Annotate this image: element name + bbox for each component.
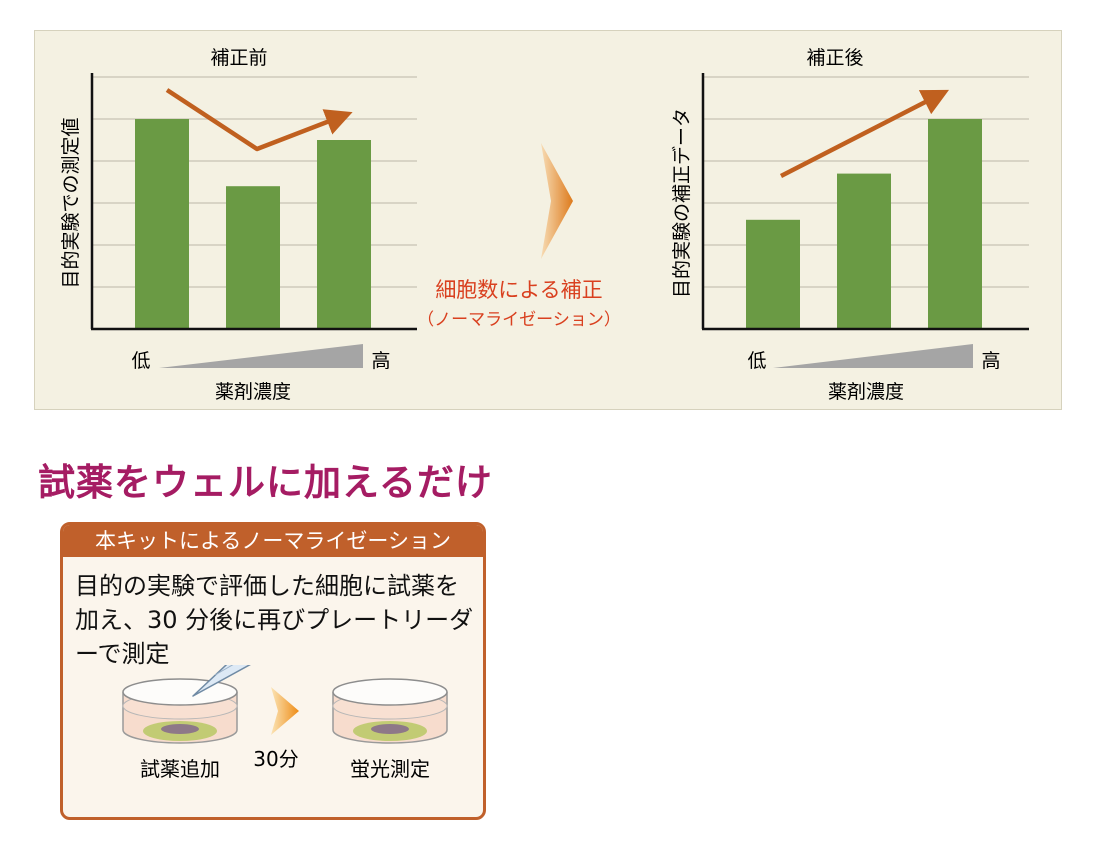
chevron-right-icon	[541, 143, 573, 259]
before-high-label: 高	[371, 350, 390, 372]
comparison-svg: 補正前 目的実験での測定値 低 高 薬剤濃度 細胞数による補正 （ノーマライゼー…	[60, 47, 1029, 403]
kit-box-title: 本キットによるノーマライゼーション	[63, 525, 483, 557]
bar	[135, 119, 189, 329]
correction-sublabel: （ノーマライゼーション）	[417, 310, 621, 330]
after-x-label: 薬剤濃度	[828, 381, 904, 403]
bar	[226, 186, 280, 329]
after-chart: 補正後 目的実験の補正データ 低 高 薬剤濃度	[671, 47, 1029, 403]
kit-box-description: 目的の実験で評価した細胞に試薬を加え、30 分後に再びプレートリーダーで測定	[75, 572, 474, 668]
headline: 試薬をウェルに加えるだけ	[38, 461, 493, 504]
before-concentration-wedge	[159, 344, 363, 368]
bar	[928, 119, 982, 329]
correction-label: 細胞数による補正	[435, 278, 602, 302]
comparison-panel: 補正前 目的実験での測定値 低 高 薬剤濃度 細胞数による補正 （ノーマライゼー…	[34, 30, 1062, 410]
chevron-right-icon	[271, 687, 299, 735]
bar	[746, 219, 800, 329]
petri-dish-icon	[332, 678, 448, 744]
step1-label: 試薬追加	[140, 757, 220, 781]
before-x-label: 薬剤濃度	[215, 381, 291, 403]
bar	[837, 173, 891, 329]
after-chart-title: 補正後	[806, 47, 863, 69]
after-bars	[746, 119, 982, 329]
interval-label: 30分	[253, 747, 298, 771]
pipette-tip-icon	[192, 665, 251, 697]
after-high-label: 高	[981, 350, 1000, 372]
before-chart: 補正前 目的実験での測定値 低 高 薬剤濃度	[60, 47, 417, 403]
before-y-label: 目的実験での測定値	[60, 117, 82, 288]
before-low-label: 低	[131, 350, 150, 372]
after-y-label: 目的実験の補正データ	[671, 108, 693, 298]
before-bars	[135, 119, 371, 329]
step2-label: 蛍光測定	[350, 757, 430, 781]
after-trend-arrow	[779, 89, 950, 179]
after-low-label: 低	[747, 350, 766, 372]
before-chart-title: 補正前	[210, 47, 267, 69]
petri-dish-icon	[122, 678, 238, 744]
after-concentration-wedge	[773, 344, 973, 368]
kit-box: 本キットによるノーマライゼーション 目的の実験で評価した細胞に試薬を加え、30 …	[60, 522, 486, 820]
bar	[317, 140, 371, 329]
workflow-illustration: 試薬追加 30分 蛍光測定	[122, 665, 448, 781]
before-trend-arrow	[165, 88, 353, 152]
